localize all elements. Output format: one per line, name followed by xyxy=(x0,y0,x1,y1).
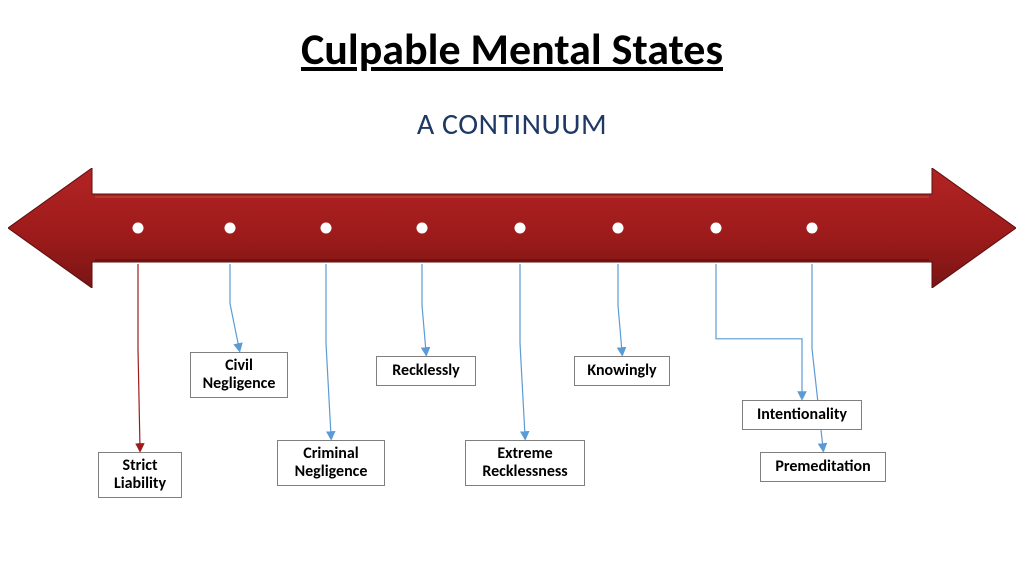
subtitle: A CONTINUUM xyxy=(0,106,1024,143)
label-text: Criminal Negligence xyxy=(295,445,368,482)
label-text: Intentionality xyxy=(757,406,847,424)
label-text: Knowingly xyxy=(587,362,656,380)
label-knowingly: Knowingly xyxy=(574,356,670,386)
label-extreme-recklessness: Extreme Recklessness xyxy=(465,440,585,486)
label-text: Extreme Recklessness xyxy=(482,445,567,482)
connector-line xyxy=(326,264,331,436)
label-text: Civil Negligence xyxy=(203,357,276,394)
diagram-canvas: Culpable Mental States A CONTINUUM Stric… xyxy=(0,0,1024,577)
label-text: Premeditation xyxy=(775,458,870,476)
label-text: Strict Liability xyxy=(114,457,166,494)
connector-line xyxy=(520,264,525,436)
connector-line xyxy=(138,264,140,448)
label-recklessly: Recklessly xyxy=(376,356,476,386)
label-civil-negligence: Civil Negligence xyxy=(190,352,288,398)
label-premeditation: Premeditation xyxy=(760,452,886,482)
label-text: Recklessly xyxy=(392,362,459,380)
continuum-arrow xyxy=(8,168,1016,288)
page-title: Culpable Mental States xyxy=(0,22,1024,76)
label-intentionality: Intentionality xyxy=(742,400,862,430)
label-criminal-negligence: Criminal Negligence xyxy=(277,440,385,486)
label-strict-liability: Strict Liability xyxy=(98,452,182,498)
